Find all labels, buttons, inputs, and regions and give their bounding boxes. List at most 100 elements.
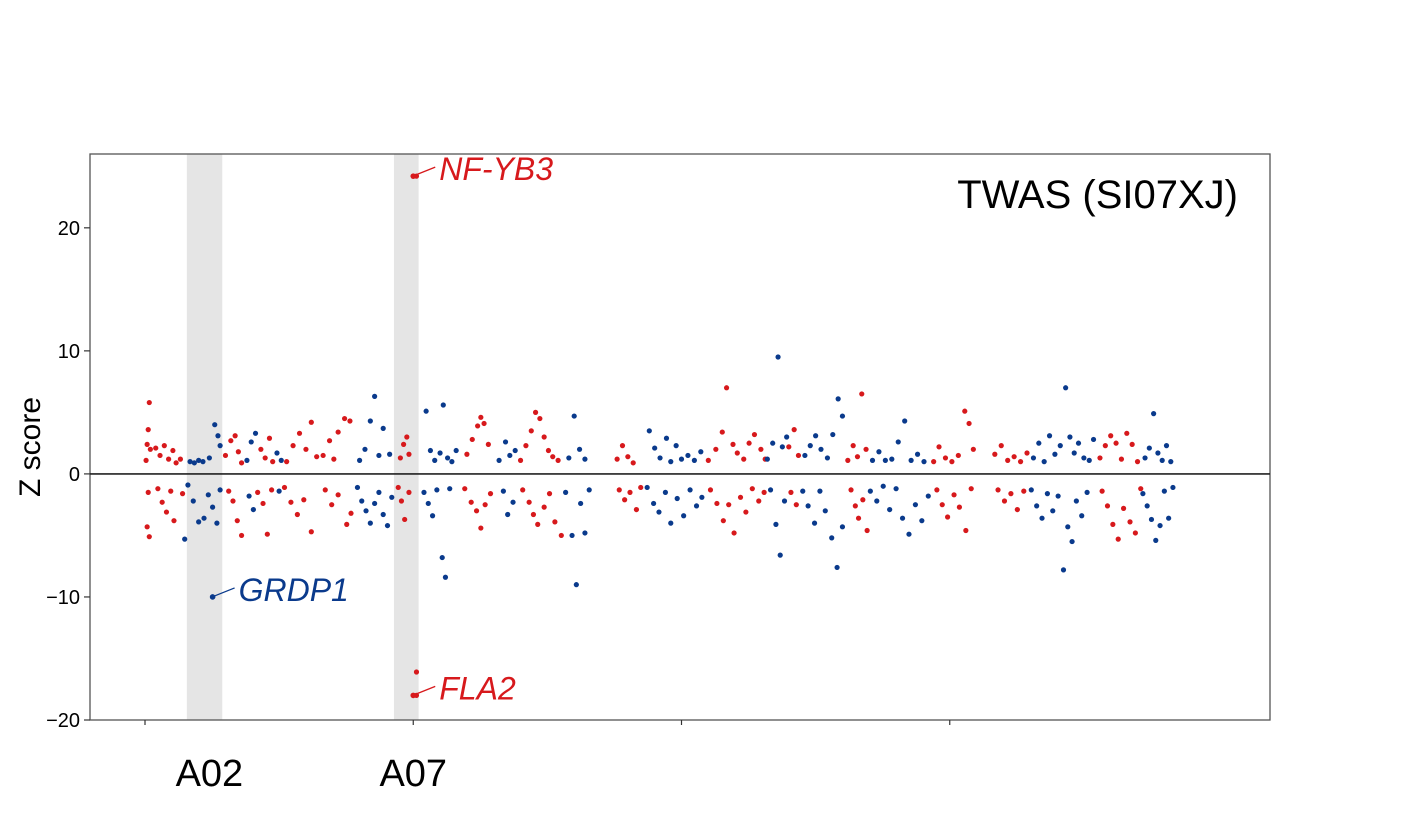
red-data-point [751,431,758,438]
annotated-point [209,594,216,600]
blue-data-point [869,457,876,463]
blue-data-point [779,444,785,450]
blue-data-point [185,482,191,488]
blue-data-point [1155,450,1161,456]
blue-data-point [835,396,841,402]
red-data-point [326,438,333,444]
red-data-point [535,521,541,527]
red-data-point [1138,486,1144,492]
red-data-point [155,486,161,492]
blue-data-point [1075,440,1082,446]
blue-data-point [1046,433,1053,439]
red-data-point [159,499,165,505]
blue-data-point [1079,513,1085,519]
blue-data-point [699,494,705,500]
blue-data-point [215,433,221,439]
blue-data-point [685,452,691,459]
red-data-point [788,489,794,495]
blue-data-point [1090,436,1097,443]
highlight-regions [186,154,419,720]
blue-data-point [773,521,779,527]
blue-data-point [1067,434,1073,440]
y-tick-label: −20 [46,710,80,732]
red-data-point [153,445,159,451]
red-data-point [1099,488,1105,494]
red-data-point [741,456,747,462]
blue-data-point [818,446,824,452]
blue-data-point [880,483,886,489]
blue-data-point [363,508,369,514]
red-data-point [934,487,940,493]
blue-data-point [359,498,365,504]
blue-data-point [380,425,386,431]
red-data-point [481,420,487,427]
red-data-point [143,457,149,463]
red-data-point [144,441,150,447]
blue-data-point [502,439,509,445]
blue-data-point [925,493,931,499]
red-data-point [966,420,972,427]
red-data-point [552,519,558,525]
red-data-point [264,531,270,537]
y-tick-label: 10 [58,341,80,363]
red-data-point [228,438,234,444]
red-data-point [177,456,184,462]
blue-data-point [421,489,427,495]
red-data-point [1118,456,1125,462]
blue-data-point [217,443,223,449]
blue-data-point [384,522,391,529]
blue-data-point [802,452,808,459]
red-data-point [402,516,408,523]
blue-data-point [889,456,895,462]
blue-data-point [811,520,818,526]
blue-data-point [662,489,669,495]
red-data-point [475,423,481,429]
blue-data-point [425,500,431,507]
red-data-point [308,419,314,425]
blue-data-point [919,518,925,524]
red-data-point [166,456,172,462]
blue-data-point [693,503,700,509]
blue-data-point [673,443,679,449]
red-data-point [145,489,151,495]
red-data-point [1097,455,1103,461]
blue-data-point [423,408,429,414]
red-data-point [170,447,176,454]
blue-data-point [767,487,774,493]
red-data-point [555,457,561,463]
blue-data-point [187,459,193,465]
red-data-point [730,441,736,447]
blue-data-point [674,495,680,502]
blue-data-point [1146,445,1152,451]
blue-data-point [1036,440,1042,446]
red-data-point [468,499,474,505]
blue-data-point [1159,457,1165,463]
red-data-point [487,491,494,497]
red-data-point [1014,506,1020,513]
red-data-point [848,487,854,493]
blue-data-point [505,511,511,518]
blue-data-point [824,455,831,461]
data-points [143,173,1176,698]
annotated-point [410,692,417,699]
blue-data-point [217,487,223,493]
blue-data-point [278,457,284,463]
red-data-point [398,498,405,504]
blue-data-point [209,504,216,510]
red-data-point [397,455,403,461]
blue-data-point [698,449,704,455]
annotation-leader [415,685,436,695]
blue-data-point [444,455,451,461]
red-data-point [863,446,869,452]
blue-data-point [453,447,459,454]
red-data-point [956,504,963,510]
blue-data-point [1140,491,1146,497]
red-data-point [520,487,526,493]
blue-data-point [912,502,919,508]
blue-data-point [246,493,252,499]
blue-data-point [439,554,445,561]
annotation-label-grdp1: GRDP1 [239,572,349,608]
red-data-point [348,510,354,516]
red-data-point [743,509,749,515]
blue-data-point [1142,455,1148,461]
